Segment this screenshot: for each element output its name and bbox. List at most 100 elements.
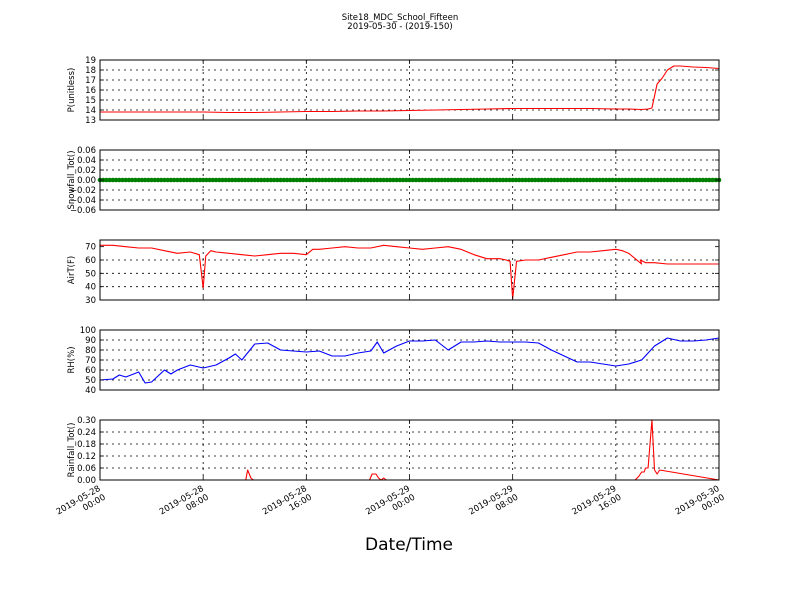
snowfall-point (565, 177, 570, 183)
snowfall-point (368, 177, 374, 183)
air-temp-y-tick-label: 40 (85, 283, 96, 293)
snowfall-point (333, 177, 338, 183)
humidity-y-tick-label: 80 (85, 346, 96, 356)
snowfall-point (623, 177, 628, 183)
snowfall-point (500, 177, 506, 183)
snowfall-point (329, 177, 335, 183)
snowfall-y-tick-label: 0.06 (77, 146, 96, 156)
snowfall-point (291, 177, 296, 183)
snowfall-point (220, 177, 225, 183)
pressure-y-tick-label: 13 (85, 116, 96, 126)
snowfall-point (249, 177, 254, 183)
snowfall-point (626, 177, 632, 183)
snowfall-point (494, 177, 499, 183)
snowfall-point (191, 177, 196, 183)
snowfall-point (175, 177, 180, 183)
panel-snowfall: −0.06−0.04−0.020.000.020.040.06Snowfall_… (67, 146, 722, 216)
snowfall-point (284, 177, 290, 183)
snowfall-point (681, 177, 686, 183)
snowfall-point (710, 177, 715, 183)
snowfall-point (700, 177, 706, 183)
snowfall-point (239, 177, 245, 183)
snowfall-point (336, 177, 341, 183)
snowfall-point (104, 177, 109, 183)
snowfall-point (297, 177, 303, 183)
snowfall-point (603, 177, 609, 183)
snowfall-point (449, 177, 454, 183)
snowfall-point (207, 177, 212, 183)
snowfall-point (574, 177, 580, 183)
snowfall-point (465, 177, 470, 183)
snowfall-point (532, 177, 538, 183)
snowfall-point (381, 177, 387, 183)
snowfall-point (578, 177, 583, 183)
snowfall-point (355, 177, 361, 183)
snowfall-point (307, 177, 312, 183)
snowfall-point (503, 177, 509, 183)
snowfall-point (561, 177, 567, 183)
snowfall-point (661, 177, 667, 183)
snowfall-point (568, 177, 573, 183)
snowfall-point (229, 177, 235, 183)
snowfall-point (255, 177, 261, 183)
snowfall-y-tick-label: −0.04 (70, 196, 96, 206)
pressure-y-tick-label: 18 (85, 66, 96, 76)
x-tick-label: 2019-05-2808:00 (158, 484, 211, 526)
snowfall-y-tick-label: −0.02 (70, 186, 96, 196)
snowfall-point (362, 177, 367, 183)
snowfall-point (342, 177, 348, 183)
snowfall-series-points (97, 177, 722, 183)
snowfall-point (671, 177, 677, 183)
rainfall-y-axis-label: Rainfall_Tot() (67, 423, 77, 478)
snowfall-point (520, 177, 525, 183)
snowfall-point (610, 177, 615, 183)
x-tick-label: 2019-05-3000:00 (674, 484, 727, 526)
snowfall-point (687, 177, 693, 183)
snowfall-point (632, 177, 638, 183)
snowfall-point (265, 177, 270, 183)
snowfall-point (413, 177, 419, 183)
snowfall-y-tick-label: 0.02 (77, 166, 96, 176)
air-temp-y-tick-label: 70 (85, 243, 96, 253)
snowfall-point (542, 177, 548, 183)
snowfall-point (432, 177, 438, 183)
snowfall-point (178, 177, 183, 183)
snowfall-point (294, 177, 299, 183)
snowfall-point (491, 177, 496, 183)
snowfall-point (223, 177, 229, 183)
snowfall-point (204, 177, 209, 183)
snowfall-point (304, 177, 309, 183)
snowfall-point (584, 177, 590, 183)
snowfall-point (481, 177, 486, 183)
snowfall-point (226, 177, 232, 183)
snowfall-point (242, 177, 248, 183)
air-temp-series-line (100, 244, 719, 300)
snowfall-point (345, 177, 351, 183)
snowfall-point (416, 177, 422, 183)
snowfall-point (536, 177, 541, 183)
snowfall-point (429, 177, 435, 183)
snowfall-point (358, 177, 364, 183)
snowfall-point (436, 177, 441, 183)
snowfall-point (181, 177, 187, 183)
snowfall-point (658, 177, 664, 183)
snowfall-point (694, 177, 699, 183)
rainfall-y-tick-label: 0.00 (77, 476, 96, 486)
rainfall-y-tick-label: 0.12 (77, 452, 96, 462)
snowfall-point (510, 177, 515, 183)
snowfall-point (507, 177, 512, 183)
snowfall-point (648, 177, 654, 183)
snowfall-point (136, 177, 141, 183)
snowfall-point (216, 177, 222, 183)
snowfall-point (665, 177, 670, 183)
snowfall-point (233, 177, 238, 183)
snowfall-point (168, 177, 174, 183)
snowfall-point (462, 177, 467, 183)
snowfall-point (484, 177, 490, 183)
snowfall-y-axis-label: Snowfall_Tot() (67, 150, 77, 209)
pressure-y-tick-label: 14 (85, 106, 96, 116)
air-temp-y-axis-label: AirT(F) (67, 256, 77, 284)
